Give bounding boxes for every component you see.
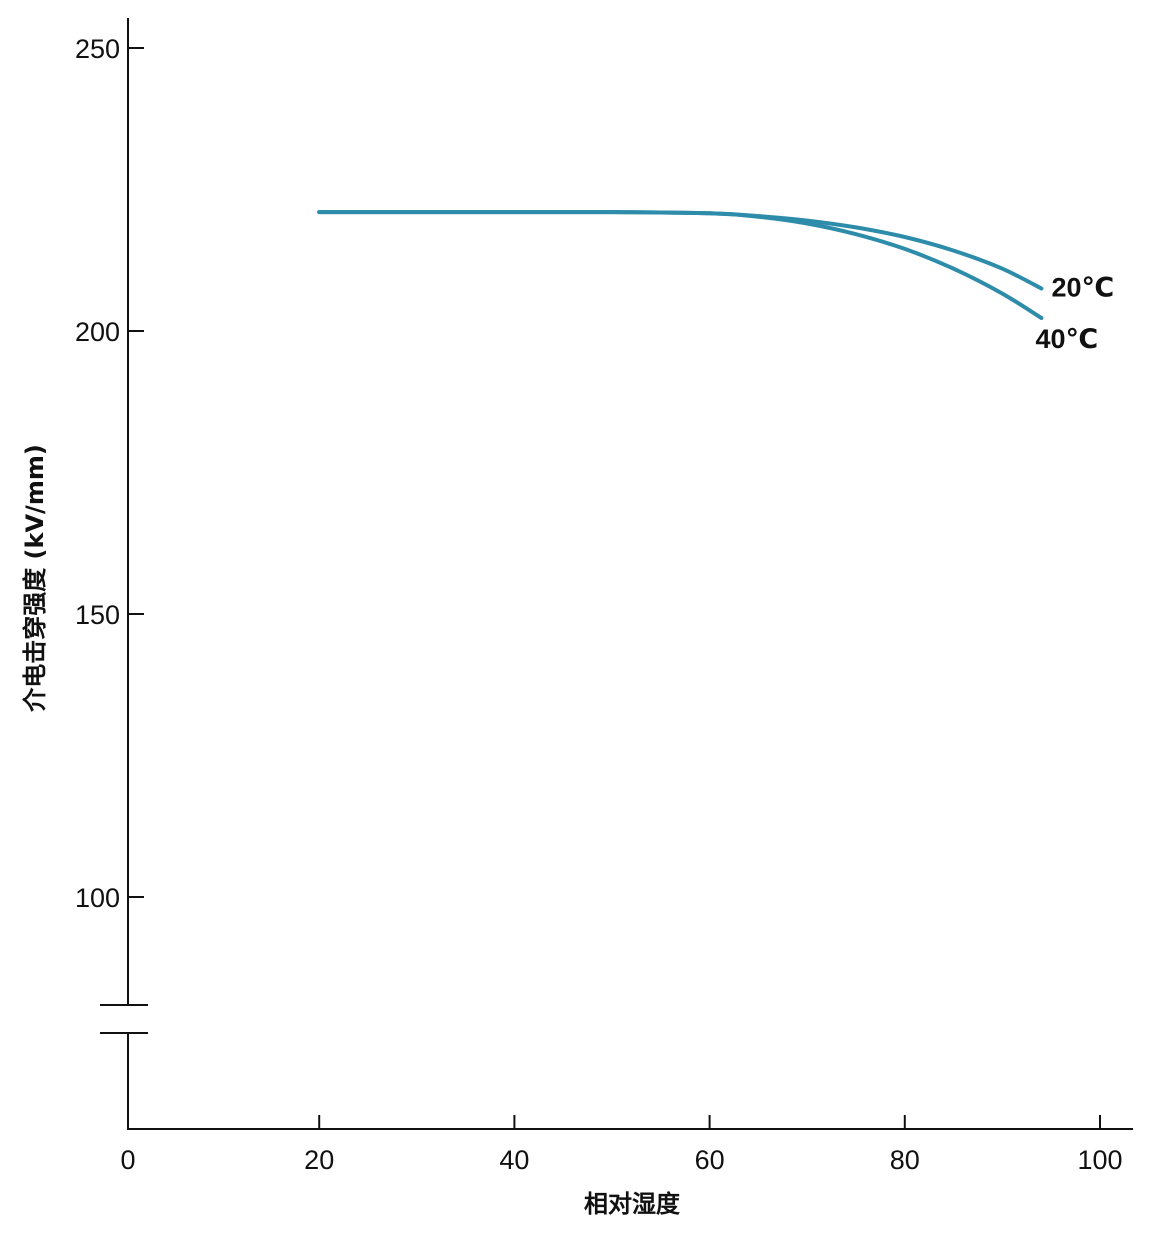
x-tick-label: 80 xyxy=(890,1145,920,1175)
x-tick-label: 100 xyxy=(1077,1145,1122,1175)
series-line-40c xyxy=(317,210,1044,320)
axes xyxy=(100,18,1133,1130)
series-lines xyxy=(317,210,1044,320)
x-axis-title: 相对湿度 xyxy=(584,1190,681,1218)
ticks: 0 20 40 60 80 100 100 150 200 250 xyxy=(75,34,1123,1175)
y-tick-label: 200 xyxy=(75,317,120,347)
x-tick-label: 40 xyxy=(499,1145,529,1175)
y-tick-label: 250 xyxy=(75,34,120,64)
y-tick-label: 150 xyxy=(75,600,120,630)
x-tick-label: 60 xyxy=(695,1145,725,1175)
y-axis-title: 介电击穿强度 (kV/mm) xyxy=(21,444,49,713)
x-tick-label: 20 xyxy=(304,1145,334,1175)
labels: 20℃ 40℃ 相对湿度 介电击穿强度 (kV/mm) xyxy=(21,273,1114,1218)
series-label-40c: 40℃ xyxy=(1035,324,1098,354)
y-tick-label: 100 xyxy=(75,883,120,913)
x-tick-label: 0 xyxy=(120,1145,135,1175)
series-label-20c: 20℃ xyxy=(1051,273,1114,303)
series-line-20c xyxy=(317,210,1044,291)
